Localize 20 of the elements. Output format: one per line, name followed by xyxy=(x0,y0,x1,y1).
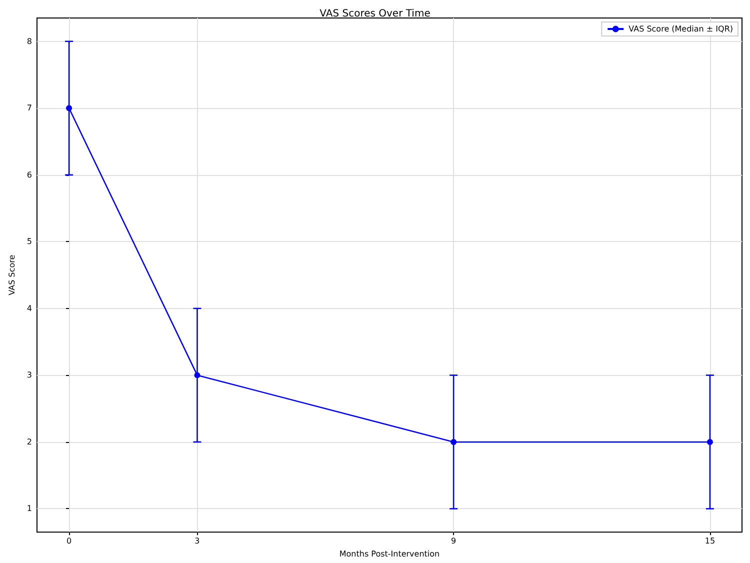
y-tick-label: 6 xyxy=(26,170,32,180)
chart-title: VAS Scores Over Time xyxy=(320,8,430,20)
y-tick-label: 7 xyxy=(26,104,32,113)
y-tick-label: 8 xyxy=(26,36,32,46)
y-tick-label: 5 xyxy=(26,237,32,246)
point xyxy=(194,372,200,378)
point xyxy=(450,438,457,445)
y-tick-label: 3 xyxy=(26,370,32,380)
x-tick-label: 15 xyxy=(704,536,716,546)
point xyxy=(706,438,713,445)
y-tick-label: 2 xyxy=(26,437,32,446)
y-tick-label: 1 xyxy=(26,504,32,514)
legend-label: VAS Score (Median ± IQR) xyxy=(628,24,734,34)
x-tick-label: 9 xyxy=(451,536,456,546)
point xyxy=(66,105,72,112)
y-axis-title: VAS Score xyxy=(8,254,16,296)
x-tick-label: 0 xyxy=(66,536,72,546)
y-tick-label: 4 xyxy=(26,304,32,313)
x-axis-title: Months Post-Intervention xyxy=(339,550,440,558)
x-tick-label: 3 xyxy=(194,536,200,546)
